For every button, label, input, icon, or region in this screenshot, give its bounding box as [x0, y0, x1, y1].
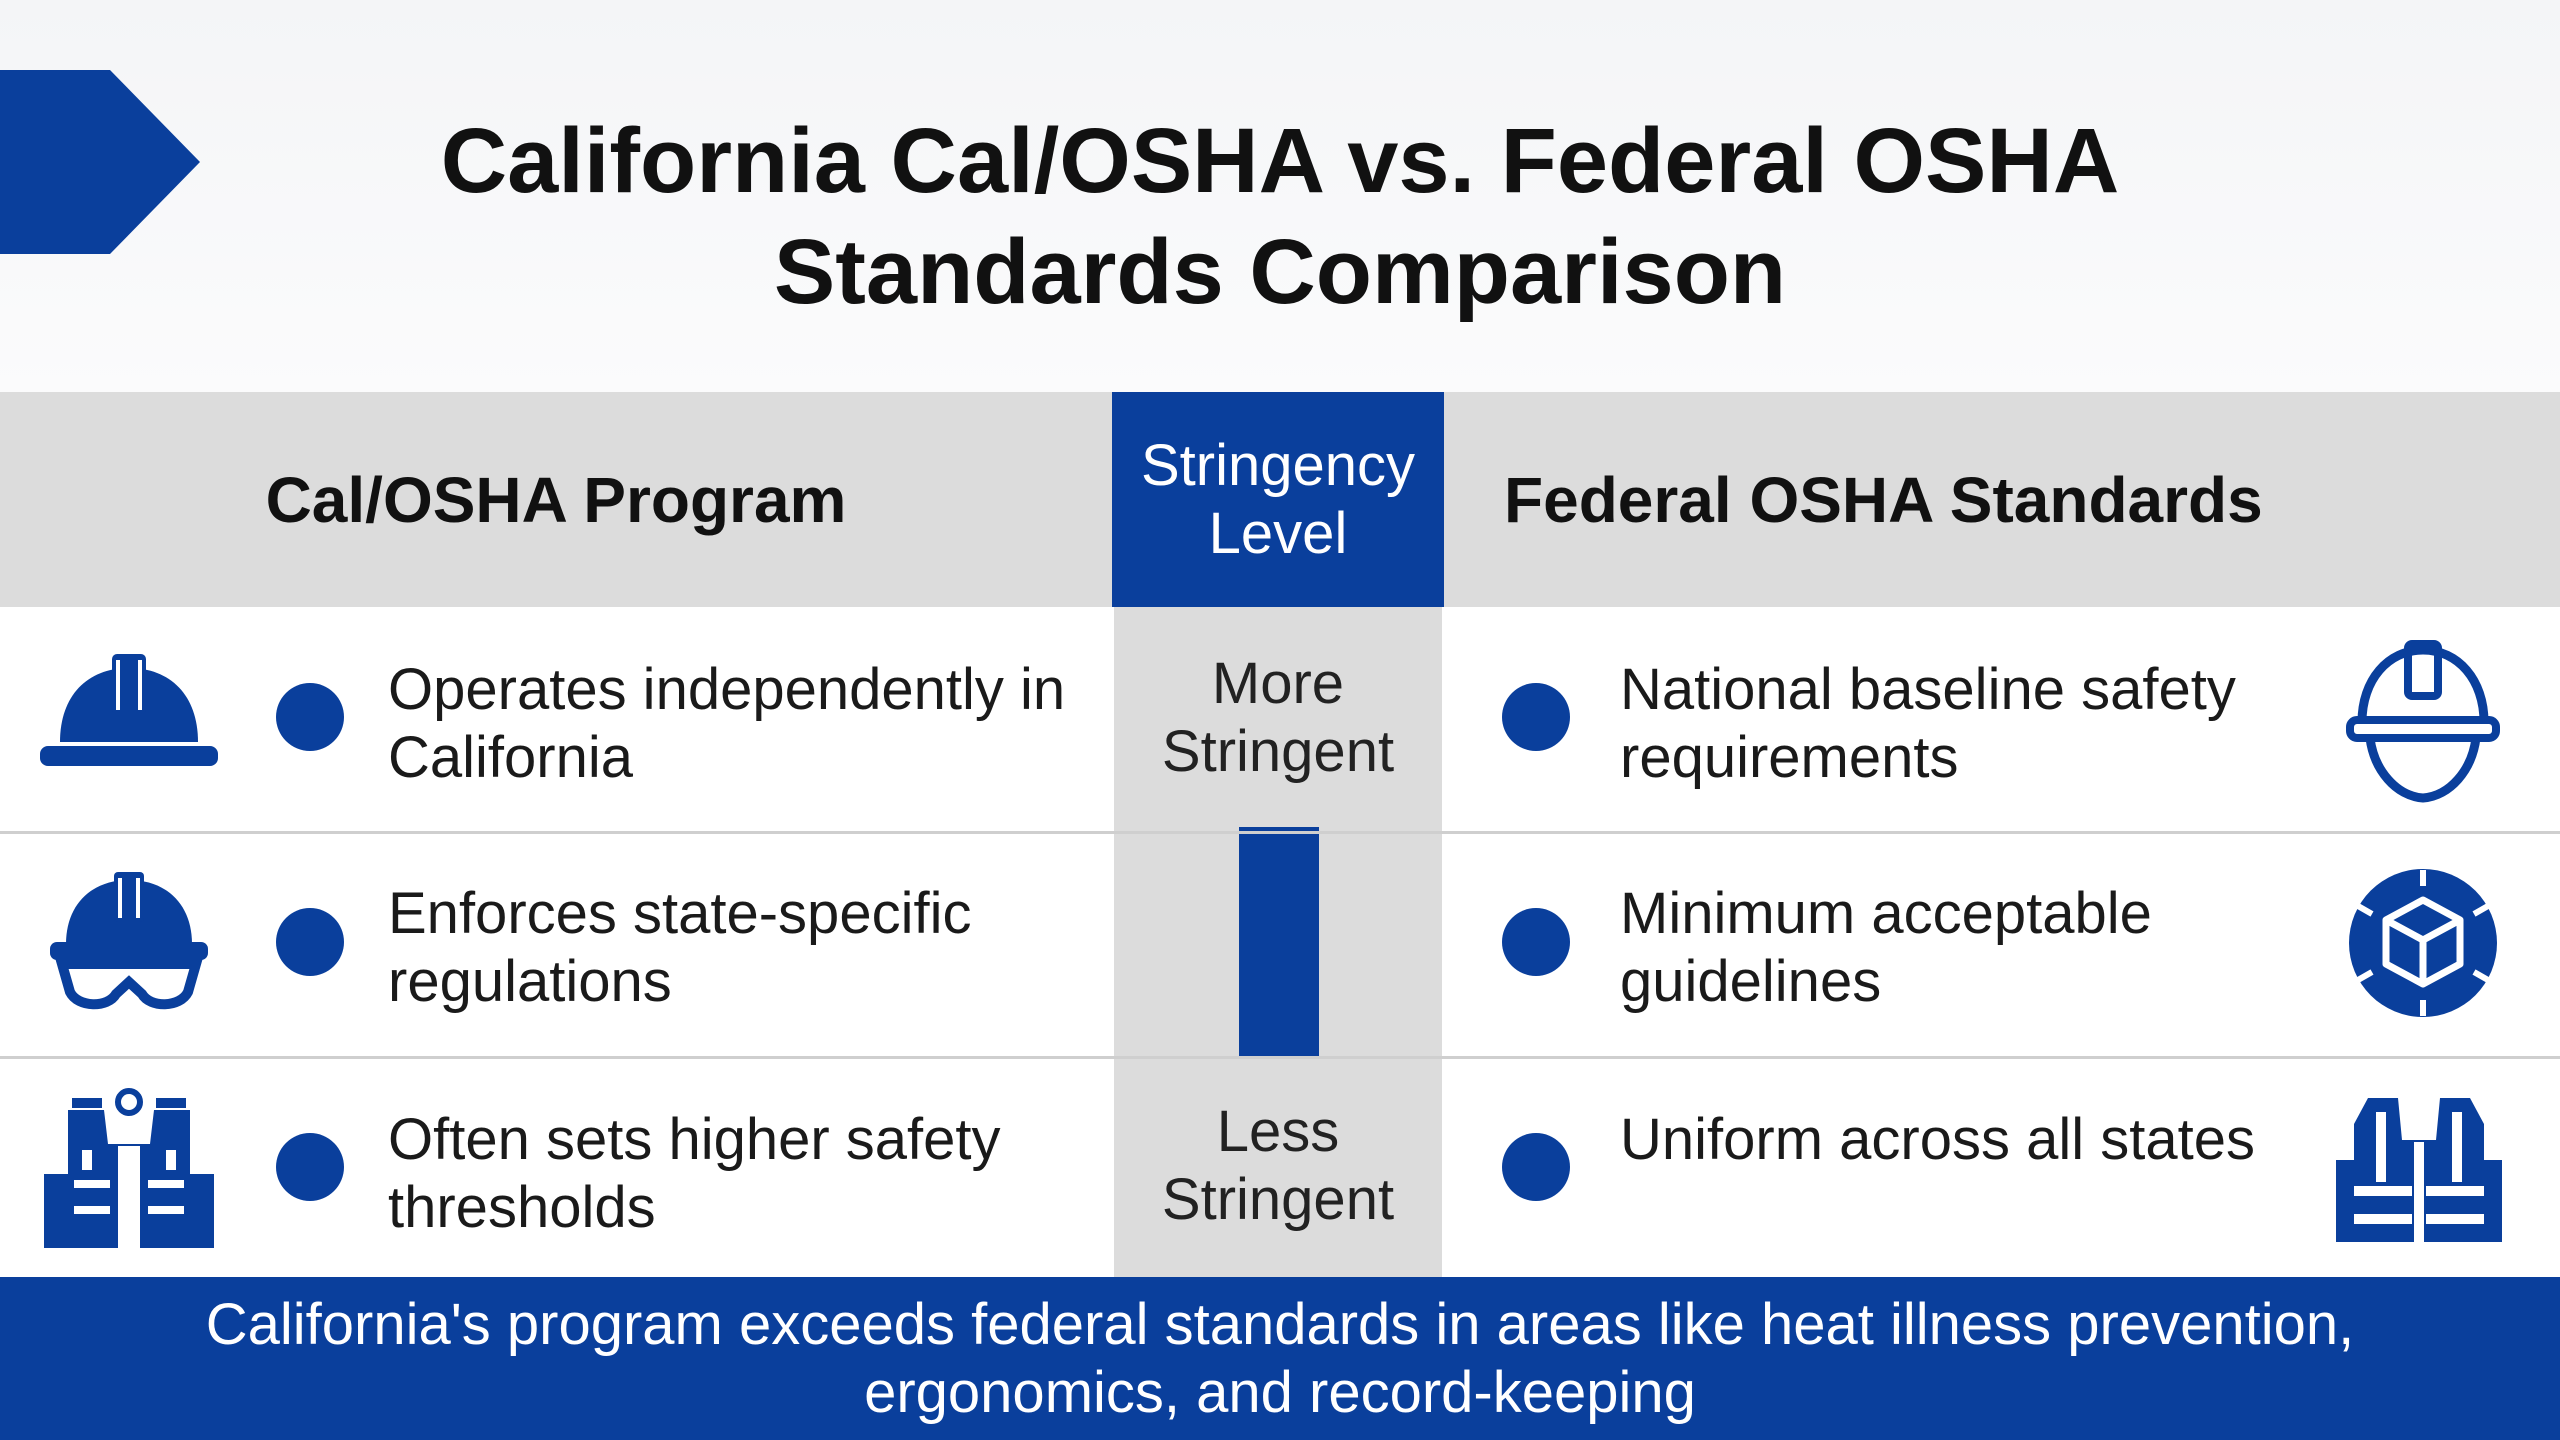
cal-osha-row-1-text: Operates independently in California	[388, 657, 1066, 790]
federal-row-3-text: Uniform across all states	[1620, 1107, 2255, 1172]
header-cal-osha: Cal/OSHA Program	[265, 463, 847, 536]
helmet-outline-icon	[2346, 640, 2500, 803]
harness-vest-icon	[44, 1088, 214, 1248]
bullet	[276, 1133, 344, 1201]
page-title: California Cal/OSHA vs. Federal OSHA Sta…	[440, 110, 2120, 323]
safety-vest-icon	[2336, 1098, 2502, 1242]
header-federal-osha: Federal OSHA Standards	[1504, 463, 2263, 536]
footer-text: California's program exceeds federal sta…	[205, 1291, 2355, 1425]
bullet	[276, 683, 344, 751]
helmet-goggles-icon	[50, 872, 208, 1010]
row-divider	[0, 831, 2560, 834]
row-divider	[0, 1056, 2560, 1059]
header-stringency-label: Stringency Level	[1140, 432, 1416, 566]
title-area	[0, 0, 2560, 392]
stringency-more-label: More Stringent	[1161, 651, 1395, 784]
cube-network-icon	[2349, 869, 2497, 1017]
federal-row-2-text: Minimum acceptable guidelines	[1620, 881, 2152, 1014]
bullet	[1502, 683, 1570, 751]
stringency-bar	[1239, 827, 1319, 1059]
bullet	[276, 908, 344, 976]
cal-osha-row-2-text: Enforces state-specific regulations	[388, 881, 972, 1014]
bullet	[1502, 1133, 1570, 1201]
stringency-less-label: Less Stringent	[1161, 1099, 1395, 1232]
federal-row-1-text: National baseline safety requirements	[1620, 657, 2236, 790]
hard-hat-icon	[40, 654, 218, 766]
cal-osha-row-3-text: Often sets higher safety thresholds	[388, 1107, 1001, 1240]
footer-banner: California's program exceeds federal sta…	[0, 1277, 2560, 1440]
header-stringency: Stringency Level	[1112, 392, 1444, 607]
bullet	[1502, 908, 1570, 976]
